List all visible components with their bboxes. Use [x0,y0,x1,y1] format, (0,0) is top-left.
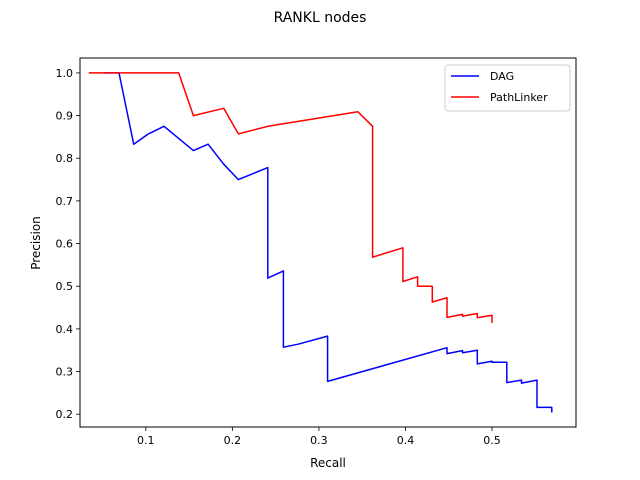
y-tick-label: 0.6 [56,238,74,251]
legend-label-pathlinker: PathLinker [490,91,548,104]
x-tick-label: 0.5 [483,434,501,447]
y-axis-label: Precision [29,216,43,270]
x-axis-label: Recall [310,456,346,470]
x-axis-ticks: 0.1 0.2 0.3 0.4 0.5 [137,427,501,447]
y-axis-ticks: 0.2 0.3 0.4 0.5 0.6 0.7 0.8 0.9 1.0 [56,67,80,421]
plot-frame [79,57,577,428]
y-tick-label: 0.9 [56,110,74,123]
y-tick-label: 0.4 [56,323,74,336]
y-tick-label: 0.5 [56,280,74,293]
legend: DAG PathLinker [444,64,571,112]
series-line-dag [104,72,553,413]
legend-label-dag: DAG [490,70,514,83]
y-tick-label: 1.0 [56,67,74,80]
y-tick-label: 0.8 [56,152,74,165]
x-tick-label: 0.3 [310,434,328,447]
chart-title: RANKL nodes [274,10,367,26]
y-tick-label: 0.3 [56,366,74,379]
y-tick-label: 0.2 [56,408,74,421]
y-tick-label: 0.7 [56,195,74,208]
plot-lines [88,72,553,413]
x-tick-label: 0.4 [397,434,415,447]
x-tick-label: 0.2 [224,434,242,447]
x-tick-label: 0.1 [137,434,155,447]
series-line-pathlinker [88,72,493,323]
